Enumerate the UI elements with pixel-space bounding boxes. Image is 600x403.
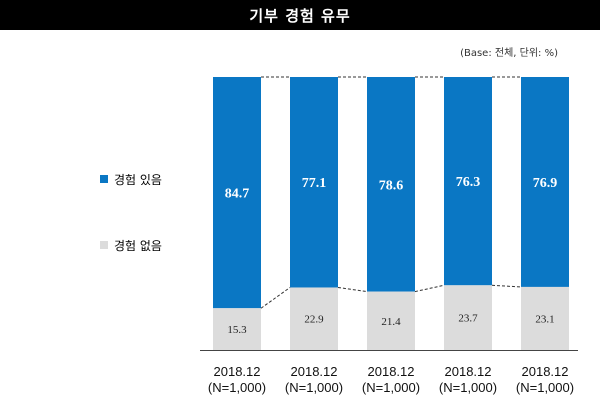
legend-label-no: 경험 없음	[114, 238, 162, 253]
data-label-yes-5: 76.9	[533, 176, 558, 191]
bar-yes-3	[367, 77, 415, 292]
x-tick-label-2-line1: 2018.12	[291, 364, 338, 379]
x-tick-label-5-line2: (N=1,000)	[516, 380, 574, 395]
data-label-no-2: 22.9	[304, 314, 324, 326]
connector-split-2	[337, 286, 368, 293]
legend-item-yes: 경험 있음	[100, 170, 162, 188]
chart-title: 기부 경험 유무	[0, 0, 600, 30]
x-tick-label-4-line1: 2018.12	[445, 364, 492, 379]
data-label-yes-4: 76.3	[456, 175, 481, 190]
bar-yes-1	[213, 77, 261, 309]
legend-label-yes: 경험 있음	[114, 172, 162, 187]
legend-item-no: 경험 없음	[100, 236, 162, 254]
bar-yes-4	[444, 77, 492, 286]
bar-no-5	[521, 286, 569, 350]
base-note: (Base: 전체, 단위: %)	[460, 48, 558, 59]
bar-no-4	[444, 285, 492, 350]
data-label-yes-3: 78.6	[379, 178, 404, 193]
x-tick-label-3-line1: 2018.12	[368, 364, 415, 379]
data-label-no-4: 23.7	[458, 313, 478, 325]
x-tick-label-5-line1: 2018.12	[522, 364, 569, 379]
connector-split-1	[260, 287, 291, 309]
bar-no-1	[213, 308, 261, 350]
data-label-yes-1: 84.7	[225, 187, 250, 202]
data-label-no-5: 23.1	[535, 313, 554, 325]
x-tick-label-3-line2: (N=1,000)	[362, 380, 420, 395]
x-tick-label-1-line2: (N=1,000)	[208, 380, 266, 395]
x-tick-label-4-line2: (N=1,000)	[439, 380, 497, 395]
data-label-no-1: 15.3	[227, 324, 247, 336]
x-tick-label-1-line1: 2018.12	[214, 364, 261, 379]
connector-split-4	[491, 284, 522, 288]
bar-yes-2	[290, 77, 338, 288]
bar-no-3	[367, 291, 415, 350]
connector-split-3	[414, 284, 445, 293]
legend: 경험 있음 경험 없음	[100, 170, 162, 302]
legend-swatch-yes	[100, 175, 108, 183]
data-label-yes-2: 77.1	[302, 176, 327, 191]
data-label-no-3: 21.4	[381, 316, 401, 328]
bar-yes-5	[521, 77, 569, 287]
legend-swatch-no	[100, 241, 108, 249]
bar-no-2	[290, 287, 338, 350]
x-tick-label-2-line2: (N=1,000)	[285, 380, 343, 395]
